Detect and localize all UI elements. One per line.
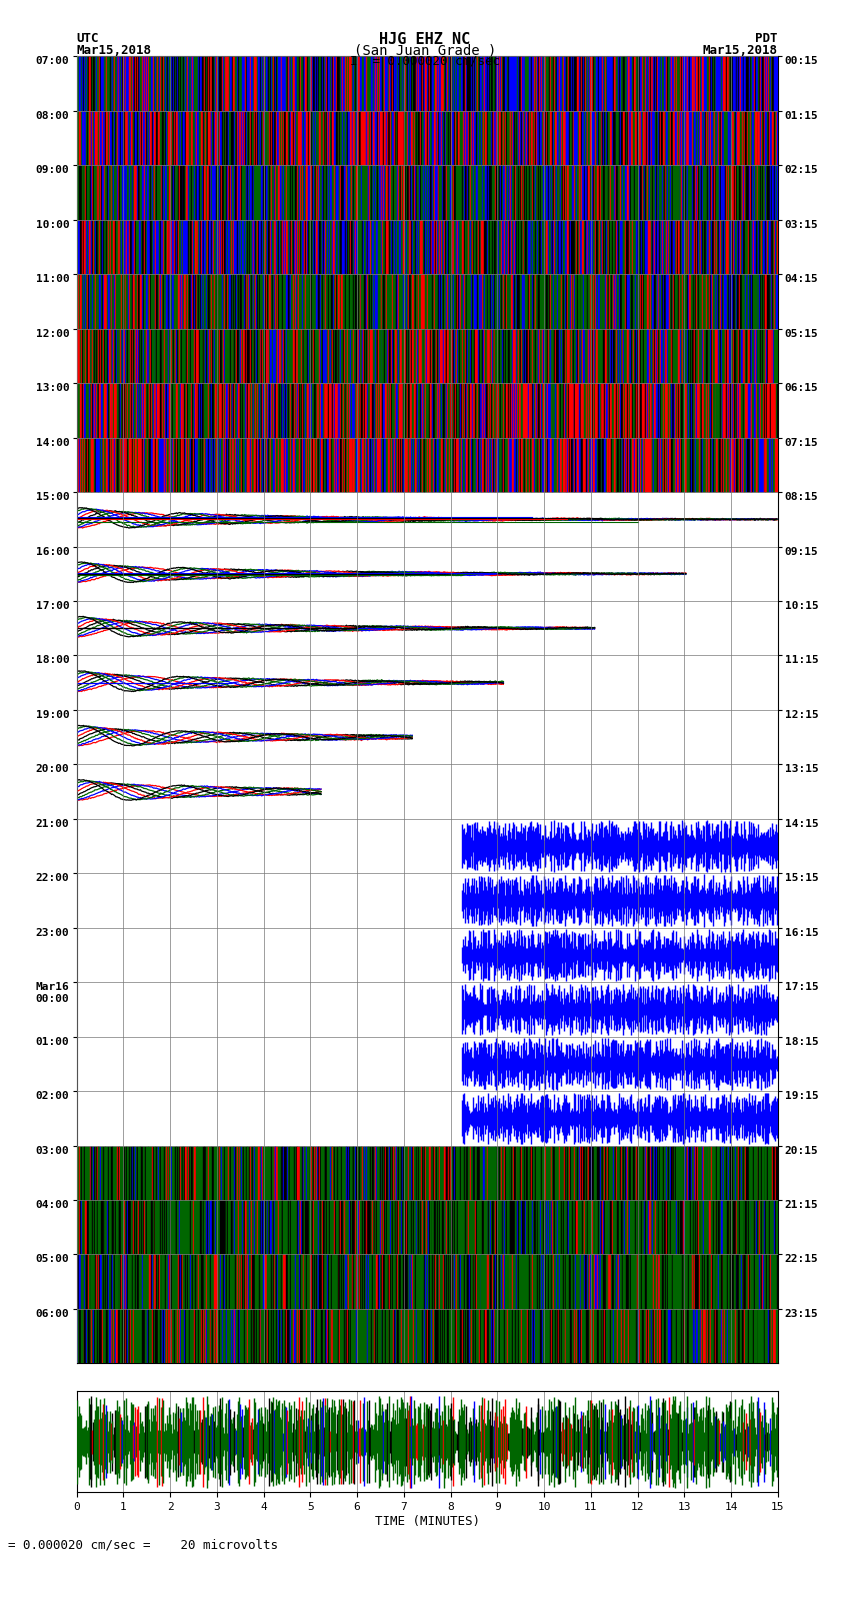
Text: PDT: PDT xyxy=(756,32,778,45)
Text: = 0.000020 cm/sec =    20 microvolts: = 0.000020 cm/sec = 20 microvolts xyxy=(8,1539,279,1552)
Text: (San Juan Grade ): (San Juan Grade ) xyxy=(354,44,496,58)
Text: UTC: UTC xyxy=(76,32,99,45)
Text: Mar15,2018: Mar15,2018 xyxy=(76,44,151,56)
Text: Mar15,2018: Mar15,2018 xyxy=(703,44,778,56)
Text: HJG EHZ NC: HJG EHZ NC xyxy=(379,32,471,47)
Text: I  = 0.000020 cm/sec: I = 0.000020 cm/sec xyxy=(350,55,500,68)
X-axis label: TIME (MINUTES): TIME (MINUTES) xyxy=(375,1515,479,1528)
